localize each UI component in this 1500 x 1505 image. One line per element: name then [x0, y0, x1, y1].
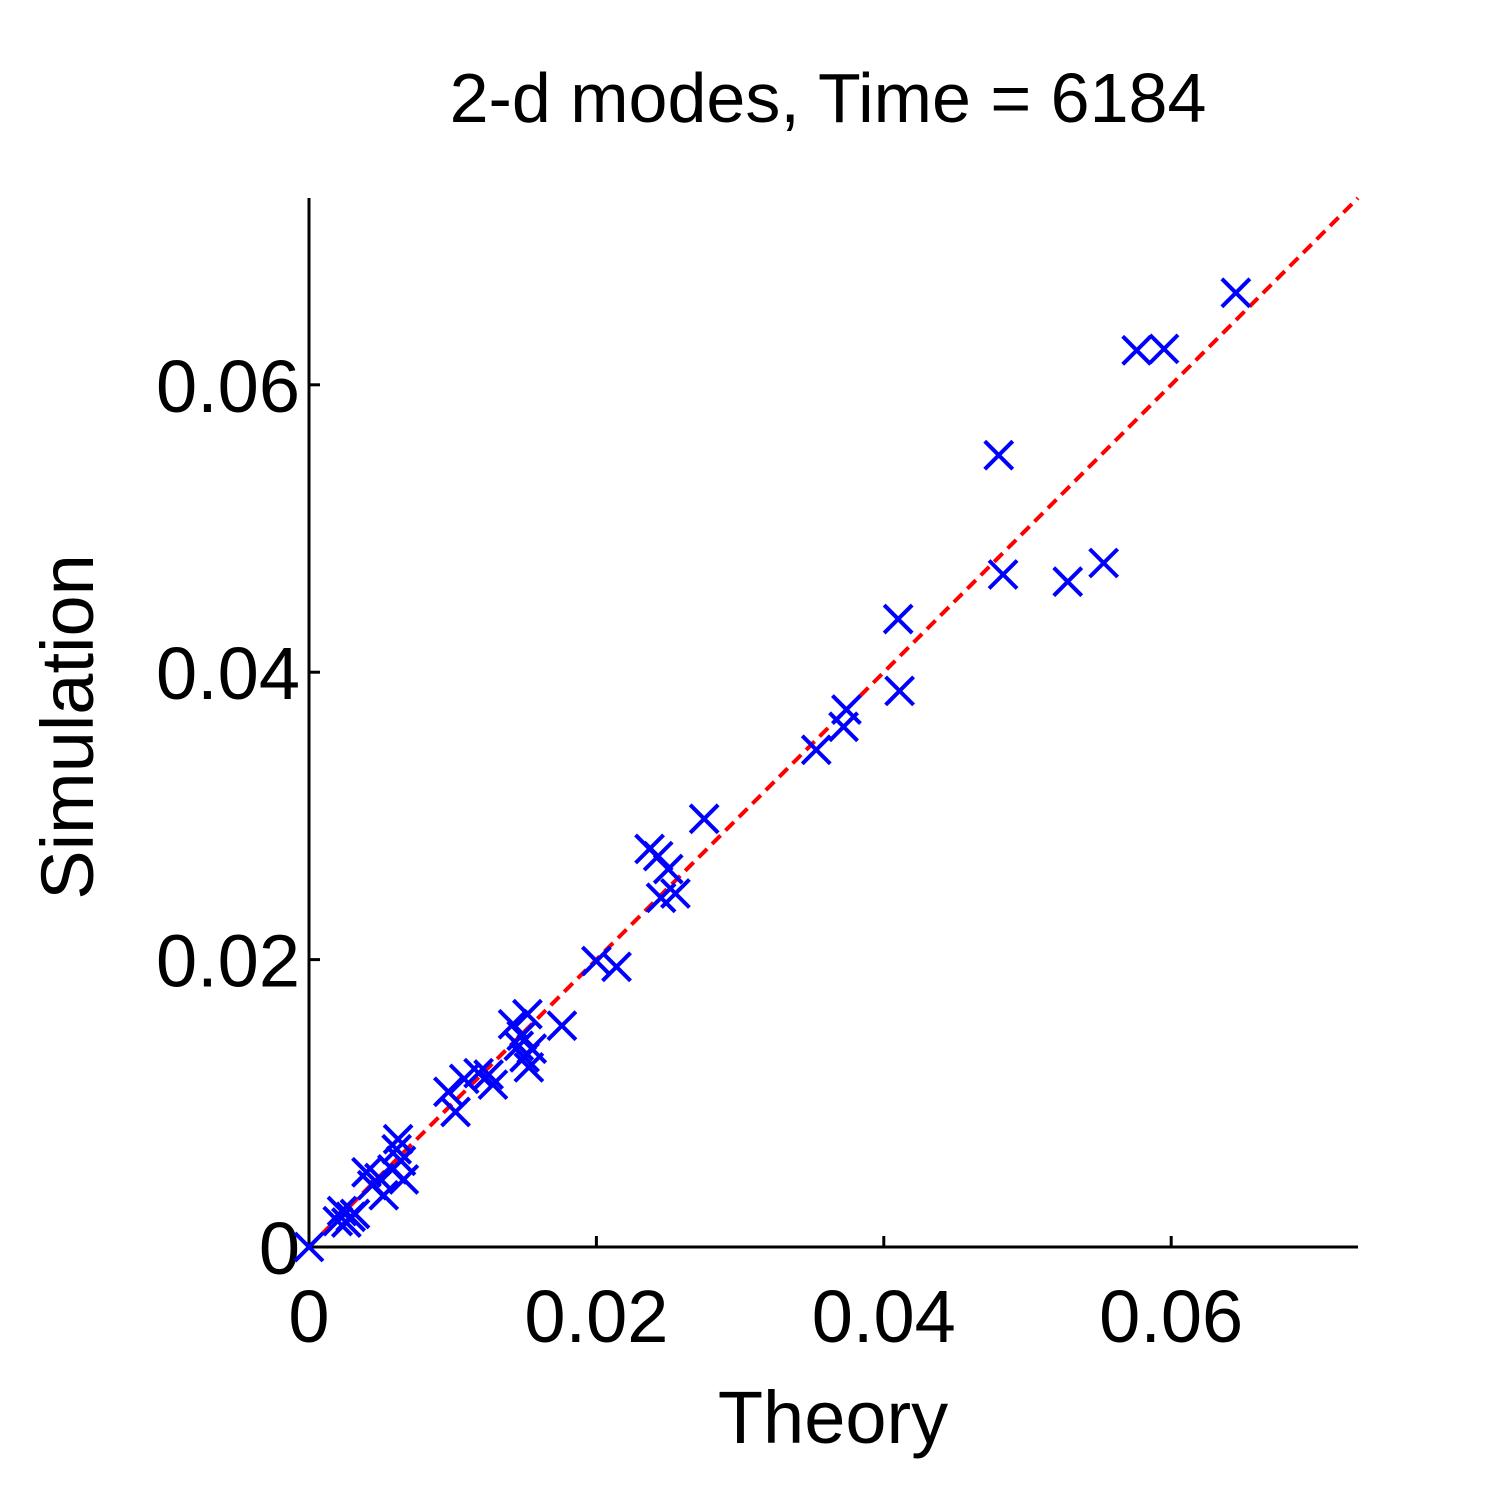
x-axis-label: Theory: [718, 1376, 948, 1459]
data-point: [601, 951, 632, 983]
marker-stroke: [351, 1156, 382, 1188]
y-tick-label: 0: [259, 1207, 300, 1290]
marker-stroke: [381, 1133, 413, 1165]
y-tick-label: 0.02: [156, 920, 300, 1003]
data-point: [293, 1231, 325, 1263]
data-point: [512, 998, 543, 1030]
y-tick-label: 0.04: [156, 632, 300, 715]
chart-title: 2-d modes, Time = 6184: [450, 59, 1207, 137]
x-tick-label: 0.02: [524, 1275, 668, 1358]
marker-stroke: [1220, 277, 1252, 309]
marker-stroke: [503, 1030, 535, 1062]
ticks: 0 0.02 0.04 0.06 0 0.02 0.04 0.06: [156, 345, 1243, 1358]
marker-stroke: [1148, 333, 1180, 365]
data-point: [546, 1010, 578, 1042]
marker-stroke: [463, 1057, 494, 1089]
y-tick-label: 0.06: [156, 345, 300, 428]
data-point: [1052, 566, 1084, 598]
marker-stroke: [368, 1179, 400, 1211]
data-point: [660, 878, 691, 909]
marker-stroke: [546, 1010, 578, 1042]
data-point: [477, 1069, 509, 1101]
marker-stroke: [512, 998, 543, 1030]
data-points: [293, 277, 1252, 1263]
data-point: [432, 1076, 464, 1108]
marker-stroke: [363, 1162, 395, 1194]
marker-stroke: [983, 439, 1015, 471]
marker-stroke: [800, 734, 832, 766]
y-axis-label: Simulation: [26, 554, 109, 900]
marker-stroke: [580, 945, 612, 977]
marker-stroke: [987, 559, 1019, 590]
data-point: [652, 853, 684, 885]
marker-stroke: [477, 1069, 509, 1101]
marker-stroke: [688, 803, 720, 835]
data-point: [1121, 334, 1153, 366]
marker-stroke: [884, 675, 916, 707]
data-point: [440, 1096, 471, 1128]
marker-stroke: [513, 1051, 545, 1083]
marker-stroke: [432, 1076, 464, 1108]
data-point: [368, 1179, 400, 1211]
data-point: [381, 1133, 413, 1165]
data-point: [473, 1059, 505, 1090]
data-point: [983, 439, 1015, 471]
marker-stroke: [473, 1059, 505, 1090]
data-point: [642, 840, 674, 872]
data-point: [987, 559, 1019, 590]
data-point: [884, 675, 916, 707]
x-tick-label: 0: [288, 1275, 329, 1358]
data-point: [800, 734, 832, 766]
data-point: [580, 945, 612, 977]
data-point: [516, 1033, 548, 1065]
marker-stroke: [642, 840, 674, 872]
data-point: [831, 694, 862, 725]
data-point: [326, 1195, 358, 1227]
marker-stroke: [326, 1195, 358, 1227]
data-point: [385, 1145, 417, 1177]
data-point: [688, 803, 720, 835]
axes: [307, 198, 1358, 1249]
marker-stroke: [385, 1145, 417, 1177]
data-point: [463, 1057, 494, 1089]
x-tick-label: 0.06: [1099, 1275, 1243, 1358]
marker-stroke: [388, 1164, 420, 1195]
marker-stroke: [601, 951, 632, 983]
data-point: [1148, 333, 1180, 365]
data-point: [363, 1162, 395, 1194]
marker-stroke: [440, 1096, 471, 1128]
marker-stroke: [1121, 334, 1153, 366]
data-point: [882, 603, 914, 635]
marker-stroke: [831, 694, 862, 725]
marker-stroke: [1088, 547, 1120, 579]
data-point: [1220, 277, 1252, 309]
marker-stroke: [660, 878, 691, 909]
data-point: [388, 1164, 420, 1195]
data-point: [339, 1198, 371, 1230]
marker-stroke: [516, 1033, 548, 1065]
marker-stroke: [1052, 566, 1084, 598]
marker-stroke: [293, 1231, 325, 1263]
data-point: [513, 1051, 545, 1083]
marker-stroke: [497, 1008, 529, 1040]
data-point: [1088, 547, 1120, 579]
x-tick-label: 0.04: [812, 1275, 956, 1358]
marker-stroke: [339, 1198, 371, 1230]
marker-stroke: [882, 603, 914, 635]
marker-stroke: [652, 853, 684, 885]
